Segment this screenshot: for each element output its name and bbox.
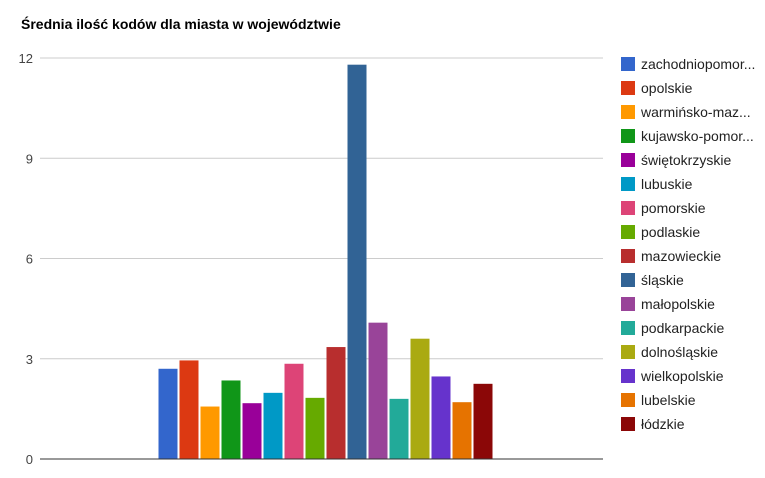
legend-label: podkarpackie: [641, 320, 724, 336]
bar-14[interactable]: [452, 402, 472, 459]
bar-1[interactable]: [179, 360, 199, 459]
legend-swatch: [621, 393, 635, 407]
legend-label: świętokrzyskie: [641, 152, 731, 168]
legend-swatch: [621, 57, 635, 71]
legend-item[interactable]: lubelskie: [621, 392, 696, 408]
legend-item[interactable]: kujawsko-pomor...: [621, 128, 754, 144]
bar-15[interactable]: [473, 383, 493, 459]
legend-label: podlaskie: [641, 224, 700, 240]
bar-9[interactable]: [347, 64, 367, 459]
legend-swatch: [621, 249, 635, 263]
y-tick-label: 9: [26, 151, 33, 166]
bar-12[interactable]: [410, 338, 430, 459]
legend-label: lubuskie: [641, 176, 693, 192]
legend-label: małopolskie: [641, 296, 715, 312]
bar-2[interactable]: [200, 406, 220, 459]
bar-6[interactable]: [284, 363, 304, 459]
bar-3[interactable]: [221, 380, 241, 459]
legend-item[interactable]: podkarpackie: [621, 320, 724, 336]
chart-title: Średnia ilość kodów dla miasta w wojewód…: [21, 15, 341, 32]
legend-label: opolskie: [641, 80, 693, 96]
bars: [158, 64, 493, 459]
legend-label: lubelskie: [641, 392, 696, 408]
bar-13[interactable]: [431, 376, 451, 459]
legend-label: dolnośląskie: [641, 344, 718, 360]
legend-swatch: [621, 153, 635, 167]
legend-item[interactable]: świętokrzyskie: [621, 152, 731, 168]
legend-label: łódzkie: [641, 416, 685, 432]
legend-item[interactable]: lubuskie: [621, 176, 693, 192]
bar-8[interactable]: [326, 347, 346, 459]
legend-swatch: [621, 225, 635, 239]
legend-swatch: [621, 201, 635, 215]
legend-item[interactable]: zachodniopomor...: [621, 56, 755, 72]
legend-label: pomorskie: [641, 200, 706, 216]
legend-item[interactable]: łódzkie: [621, 416, 685, 432]
legend[interactable]: zachodniopomor... opolskie warmińsko-maz..…: [621, 56, 755, 432]
legend-swatch: [621, 177, 635, 191]
legend-item[interactable]: pomorskie: [621, 200, 706, 216]
bar-7[interactable]: [305, 397, 325, 459]
legend-swatch: [621, 417, 635, 431]
legend-label: mazowieckie: [641, 248, 721, 264]
gridlines: [40, 57, 603, 360]
legend-label: wielkopolskie: [640, 368, 724, 384]
legend-swatch: [621, 273, 635, 287]
legend-label: warmińsko-maz...: [640, 104, 751, 120]
legend-item[interactable]: opolskie: [621, 80, 693, 96]
legend-label: śląskie: [641, 272, 684, 288]
bar-10[interactable]: [368, 322, 388, 459]
legend-label: kujawsko-pomor...: [641, 128, 754, 144]
legend-item[interactable]: mazowieckie: [621, 248, 721, 264]
bar-11[interactable]: [389, 398, 409, 459]
bar-0[interactable]: [158, 368, 178, 459]
legend-swatch: [621, 81, 635, 95]
y-tick-label: 0: [26, 452, 33, 467]
legend-swatch: [621, 105, 635, 119]
y-tick-label: 12: [19, 51, 33, 66]
y-tick-label: 3: [26, 352, 33, 367]
legend-swatch: [621, 321, 635, 335]
y-axis-ticks: 0 3 6 9 12: [19, 51, 33, 467]
bar-5[interactable]: [263, 392, 283, 459]
legend-item[interactable]: dolnośląskie: [621, 344, 718, 360]
legend-item[interactable]: śląskie: [621, 272, 684, 288]
legend-swatch: [621, 369, 635, 383]
legend-swatch: [621, 129, 635, 143]
legend-item[interactable]: warmińsko-maz...: [621, 104, 751, 120]
legend-swatch: [621, 345, 635, 359]
y-tick-label: 6: [26, 252, 33, 267]
legend-swatch: [621, 297, 635, 311]
legend-item[interactable]: małopolskie: [621, 296, 715, 312]
legend-item[interactable]: wielkopolskie: [621, 368, 724, 384]
legend-label: zachodniopomor...: [641, 56, 755, 72]
legend-item[interactable]: podlaskie: [621, 224, 700, 240]
bar-4[interactable]: [242, 403, 262, 459]
